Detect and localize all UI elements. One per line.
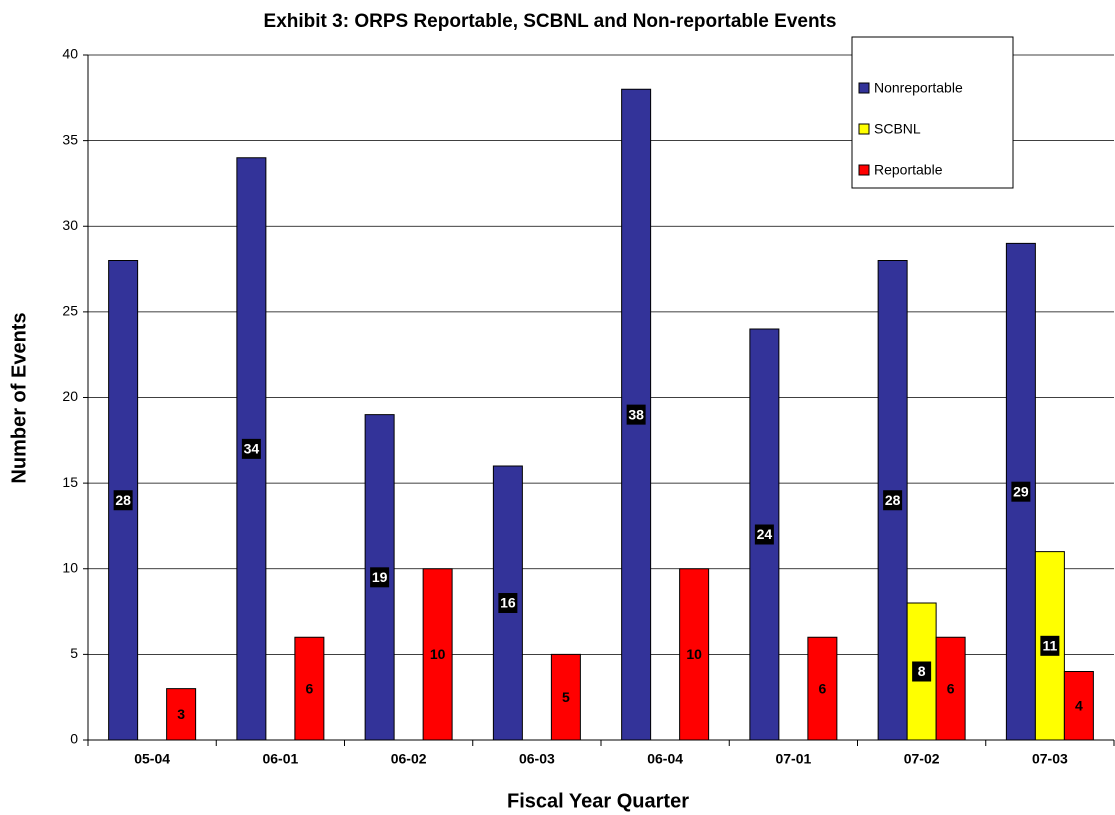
legend-swatch [858,123,870,135]
bar [1063,671,1094,741]
value-label: 6 [818,680,826,696]
x-tick-label: 07-01 [775,751,811,767]
value-label-box [626,404,646,425]
value-label: 10 [686,646,702,662]
value-label-box [241,438,261,459]
legend-label: Nonreportable [874,80,963,96]
value-label-box [498,593,518,613]
bar [166,688,197,741]
x-tick-label: 06-01 [262,751,298,767]
y-tick-label: 35 [62,131,78,147]
value-label-box [1011,481,1031,502]
y-tick-label: 20 [62,388,78,404]
x-tick-label: 06-03 [519,751,555,767]
bar [679,568,710,741]
value-label: 28 [885,492,901,508]
y-tick-label: 30 [62,217,78,233]
y-tick-label: 40 [62,46,78,62]
value-label-box [113,490,133,511]
value-label: 16 [500,595,516,611]
value-label: 28 [115,492,131,508]
value-label-box [1040,635,1060,656]
y-tick-label: 15 [62,474,78,490]
x-axis-label: Fiscal Year Quarter [507,790,689,812]
value-label: 10 [430,646,446,662]
legend-swatch [858,164,870,176]
legend-swatch [858,82,870,94]
value-label: 34 [244,441,260,457]
bar [294,636,325,741]
y-tick-label: 25 [62,303,78,319]
y-tick-label: 0 [70,731,78,747]
x-tick-label: 07-03 [1032,751,1068,767]
x-tick-label: 07-02 [904,751,940,767]
bar [877,260,908,741]
x-tick-label: 06-04 [647,751,683,767]
value-label: 11 [1042,638,1057,654]
value-label: 6 [947,680,955,696]
value-label: 3 [177,706,185,722]
x-tick-label: 06-02 [391,751,427,767]
value-label: 8 [918,663,926,679]
bar [935,636,966,741]
legend-label: Reportable [874,162,943,178]
value-label: 19 [372,569,388,585]
bar [550,653,581,741]
y-axis-label: Number of Events [8,312,30,483]
value-label-box [883,490,903,511]
value-label: 29 [1013,483,1029,499]
legend-box [851,36,1014,189]
value-label: 24 [757,526,773,542]
value-label: 4 [1075,697,1083,713]
legend-label: SCBNL [874,121,921,137]
bar [422,568,453,741]
y-tick-label: 10 [62,559,78,575]
y-tick-label: 5 [70,645,78,661]
value-label-box [370,567,390,588]
value-label-box [754,524,774,545]
x-tick-label: 05-04 [134,751,170,767]
chart-title: Exhibit 3: ORPS Reportable, SCBNL and No… [264,11,837,32]
value-label-box [912,661,932,682]
value-label: 6 [305,680,313,696]
value-label: 5 [562,689,570,705]
value-label: 38 [628,406,644,422]
bar [807,636,838,741]
